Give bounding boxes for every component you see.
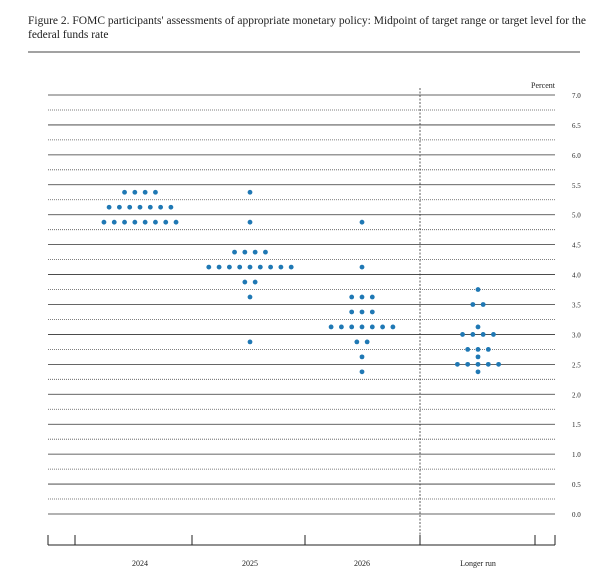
dot	[232, 249, 237, 255]
dot	[206, 264, 212, 270]
dot	[364, 339, 370, 345]
dot	[142, 189, 148, 195]
y-tick-label: 2.0	[572, 391, 581, 399]
dot	[247, 189, 253, 195]
dot	[475, 324, 481, 330]
dot	[380, 324, 385, 330]
dot	[369, 309, 375, 315]
dot	[470, 332, 476, 337]
dot	[369, 324, 375, 330]
y-tick-label: 0.5	[572, 481, 581, 489]
dot	[117, 204, 122, 210]
dot	[359, 354, 365, 360]
dot	[147, 204, 153, 210]
dot	[216, 264, 222, 270]
dot	[475, 346, 481, 352]
dot	[122, 219, 127, 225]
dot	[142, 219, 148, 225]
dot	[369, 294, 375, 300]
dot	[252, 279, 258, 285]
dot	[475, 361, 481, 367]
dot	[132, 219, 138, 225]
dot	[339, 324, 344, 330]
dot	[349, 294, 355, 300]
y-tick-label: 6.0	[572, 152, 581, 160]
dot	[359, 309, 365, 315]
dot	[263, 249, 268, 255]
y-tick-label: 1.5	[572, 421, 581, 429]
dot	[137, 204, 143, 210]
dot	[111, 219, 117, 225]
dot	[480, 302, 486, 307]
y-tick-label: 6.5	[572, 122, 581, 130]
dot	[359, 324, 365, 330]
dot	[485, 361, 491, 367]
dot	[288, 264, 294, 270]
dot	[455, 361, 460, 367]
dot	[242, 249, 248, 255]
y-tick-label: 4.0	[572, 272, 581, 280]
dot	[163, 219, 169, 225]
dot	[480, 332, 486, 337]
dot	[153, 189, 158, 195]
y-tick-label: 3.0	[572, 331, 581, 339]
dot	[475, 369, 481, 375]
dot	[496, 361, 501, 367]
y-tick-label: 4.5	[572, 242, 581, 250]
dot	[390, 324, 396, 330]
dot	[278, 264, 284, 270]
dot	[247, 339, 253, 345]
dot	[173, 219, 179, 225]
dot	[257, 264, 263, 270]
dot	[359, 219, 365, 225]
y-tick-label: 0.0	[572, 511, 581, 519]
dot	[485, 346, 491, 352]
y-tick-label: 5.5	[572, 182, 581, 190]
dot	[491, 332, 496, 337]
dot	[158, 204, 164, 210]
dot	[252, 249, 258, 255]
y-tick-label: 7.0	[572, 92, 581, 100]
x-tick-label: 2025	[242, 559, 258, 568]
y-tick-label: 1.0	[572, 451, 581, 459]
dot	[127, 204, 133, 210]
y-axis-label: Percent	[531, 81, 556, 90]
dot	[242, 279, 248, 285]
dot	[349, 324, 355, 330]
dot	[268, 264, 273, 270]
dot	[470, 302, 476, 307]
dot	[475, 287, 481, 292]
dot	[247, 219, 253, 225]
dot	[247, 264, 253, 270]
dot	[247, 294, 253, 300]
x-tick-label: 2024	[132, 559, 148, 568]
dot	[227, 264, 232, 270]
dot	[460, 332, 465, 337]
dot	[153, 219, 158, 225]
dot	[475, 354, 481, 360]
chart-title: Figure 2. FOMC participants' assessments…	[28, 15, 586, 41]
dot	[328, 324, 334, 330]
dot	[132, 189, 138, 195]
x-tick-label: 2026	[354, 559, 370, 568]
y-tick-label: 2.5	[572, 361, 581, 369]
dot	[359, 264, 365, 270]
x-tick-label: Longer run	[460, 559, 496, 568]
dot	[237, 264, 243, 270]
y-tick-label: 5.0	[572, 212, 581, 220]
dot	[465, 346, 471, 352]
dot	[349, 309, 355, 315]
dot	[359, 369, 365, 375]
dot	[168, 204, 174, 210]
dot	[465, 361, 471, 367]
dot	[359, 294, 365, 300]
dot	[101, 219, 107, 225]
dot	[122, 189, 127, 195]
y-tick-label: 3.5	[572, 302, 581, 310]
dot	[106, 204, 112, 210]
dot	[354, 339, 360, 345]
